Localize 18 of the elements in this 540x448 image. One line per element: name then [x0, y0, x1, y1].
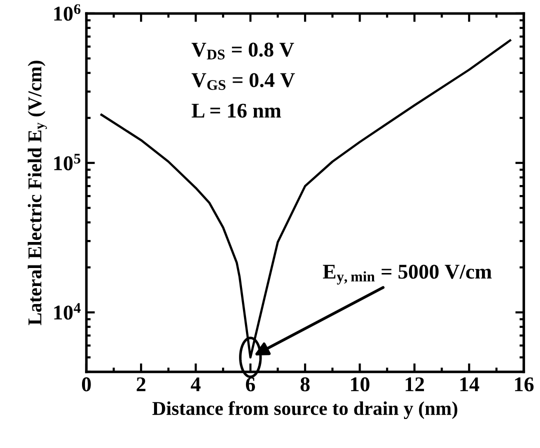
annotation: V$_{DS}$ = 0.8 V	[192, 42, 294, 60]
x-tick-label: 6	[246, 377, 256, 392]
y-axis-title: Lateral Electric Field E$_{y}$ (V/cm)	[28, 60, 47, 326]
x-axis-title: Distance from source to drain y (nm)	[152, 401, 458, 420]
x-tick-label: 8	[300, 377, 310, 392]
x-tick-label: 16	[515, 377, 534, 392]
x-tick-label: 4	[190, 377, 201, 392]
x-tick-label: 12	[406, 377, 424, 392]
x-tick-label: 0	[82, 377, 91, 392]
annotation: V$_{GS}$ = 0.4 V	[192, 73, 295, 90]
x-tick-label: 2	[136, 377, 146, 392]
y-tick-label: 10$^{6}$	[54, 4, 80, 21]
annotation: E$_{y,min}$ = 5000 V/cm	[322, 264, 492, 285]
y-tick-label: 10$^{5}$	[54, 154, 80, 170]
x-tick-label: 10	[351, 377, 370, 392]
x-tick-label: 14	[460, 377, 480, 392]
y-tick-label: 10$^{4}$	[54, 303, 81, 320]
annotation: L = 16 nm	[192, 104, 282, 118]
